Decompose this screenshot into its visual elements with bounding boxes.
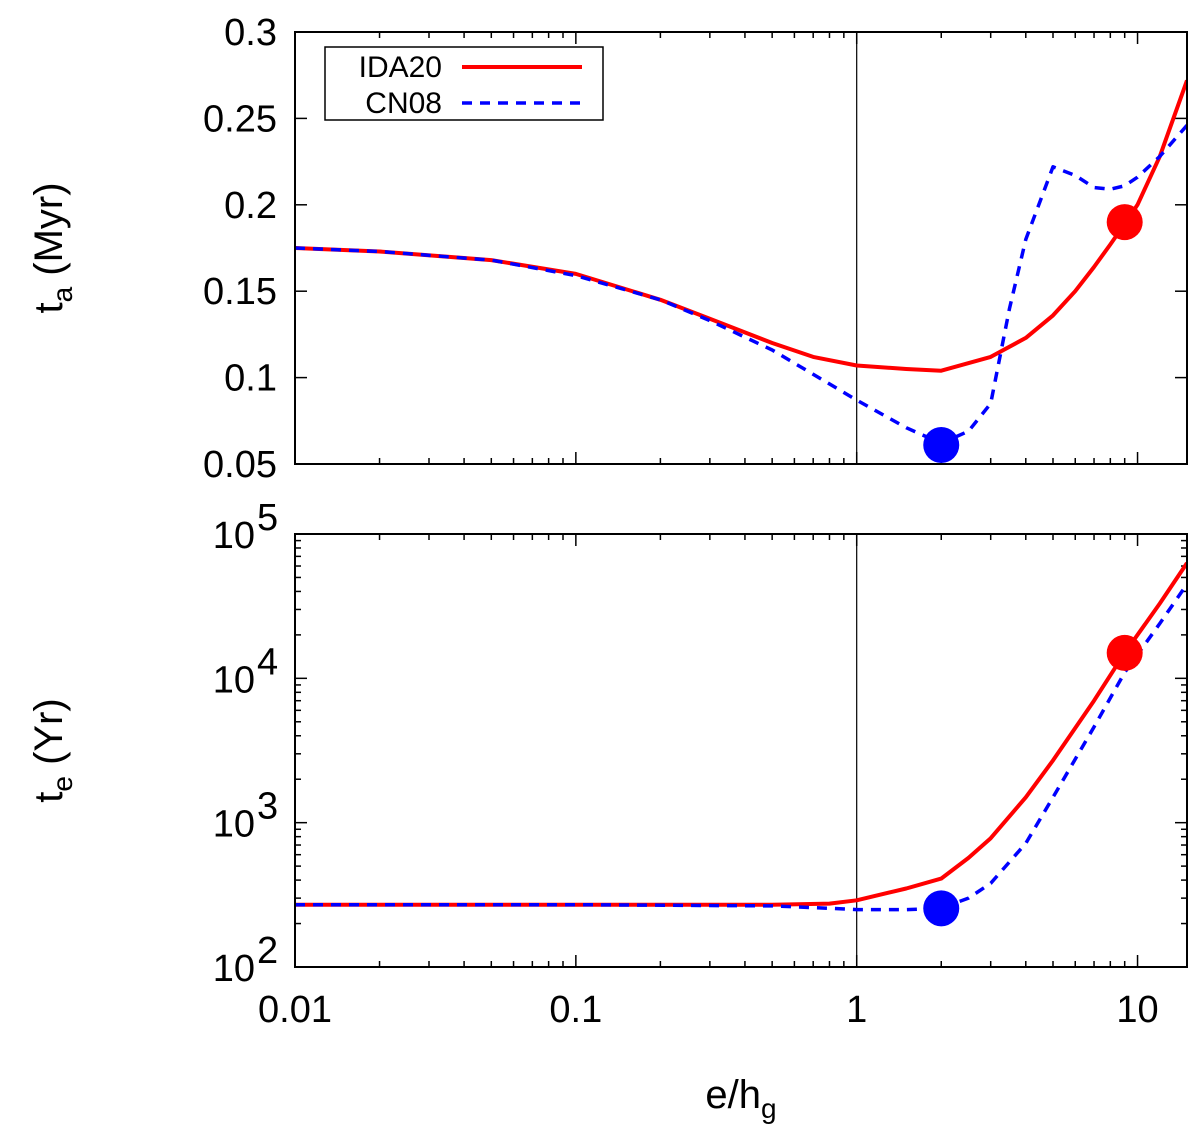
y-tick-label: 0.05 — [203, 444, 277, 486]
legend-label-cn08: CN08 — [365, 87, 442, 120]
y-tick-label: 0.3 — [224, 12, 277, 54]
x-tick-label: 1 — [846, 989, 867, 1031]
series-line-cn08 — [295, 124, 1187, 446]
bottom-frame — [294, 533, 1188, 968]
y-label-main: t — [27, 792, 71, 803]
top-plot-area — [295, 79, 1187, 446]
marker-cn08 — [923, 890, 960, 927]
y-tick-label: 10 — [213, 948, 255, 990]
y-label-rest: (Yr) — [27, 698, 71, 776]
y-label-sub: e — [47, 776, 78, 792]
y-tick-label: 10 — [213, 659, 255, 701]
x-axis-label: e/hg — [705, 1073, 776, 1124]
marker-ida20 — [1106, 634, 1143, 671]
y-tick-label: 0.1 — [224, 358, 277, 400]
y-tick-exponent: 4 — [257, 641, 278, 683]
bottom-x-ticks — [294, 534, 1139, 967]
y-tick-exponent: 5 — [257, 497, 278, 539]
y-label-main: t — [27, 302, 71, 313]
y-label-sub: a — [47, 286, 78, 302]
bottom-plot-area — [295, 561, 1187, 912]
bottom-y-ticks — [295, 533, 1187, 968]
y-tick-label: 0.15 — [203, 271, 277, 313]
y-tick-label: 10 — [213, 515, 255, 557]
y-label-rest: (Myr) — [27, 182, 71, 286]
x-tick-label: 0.1 — [549, 989, 602, 1031]
marker-ida20 — [1106, 204, 1143, 241]
y-tick-label: 10 — [213, 804, 255, 846]
y-tick-label: 0.25 — [203, 98, 277, 140]
series-line-cn08 — [295, 583, 1187, 912]
y-tick-exponent: 3 — [257, 786, 278, 828]
y-tick-label: 0.2 — [224, 185, 277, 227]
y-tick-exponent: 2 — [257, 930, 278, 972]
bottom-y-axis-label: te (Yr) — [27, 698, 78, 802]
top-frame — [294, 31, 1188, 465]
series-line-ida20 — [295, 79, 1187, 373]
marker-cn08 — [923, 426, 960, 463]
legend-label-ida20: IDA20 — [359, 51, 442, 84]
legend-box — [324, 46, 604, 121]
x-tick-label: 0.01 — [258, 989, 332, 1031]
top-y-axis-label: ta (Myr) — [27, 182, 78, 313]
x-tick-label: 10 — [1116, 989, 1158, 1031]
series-line-ida20 — [295, 561, 1187, 907]
